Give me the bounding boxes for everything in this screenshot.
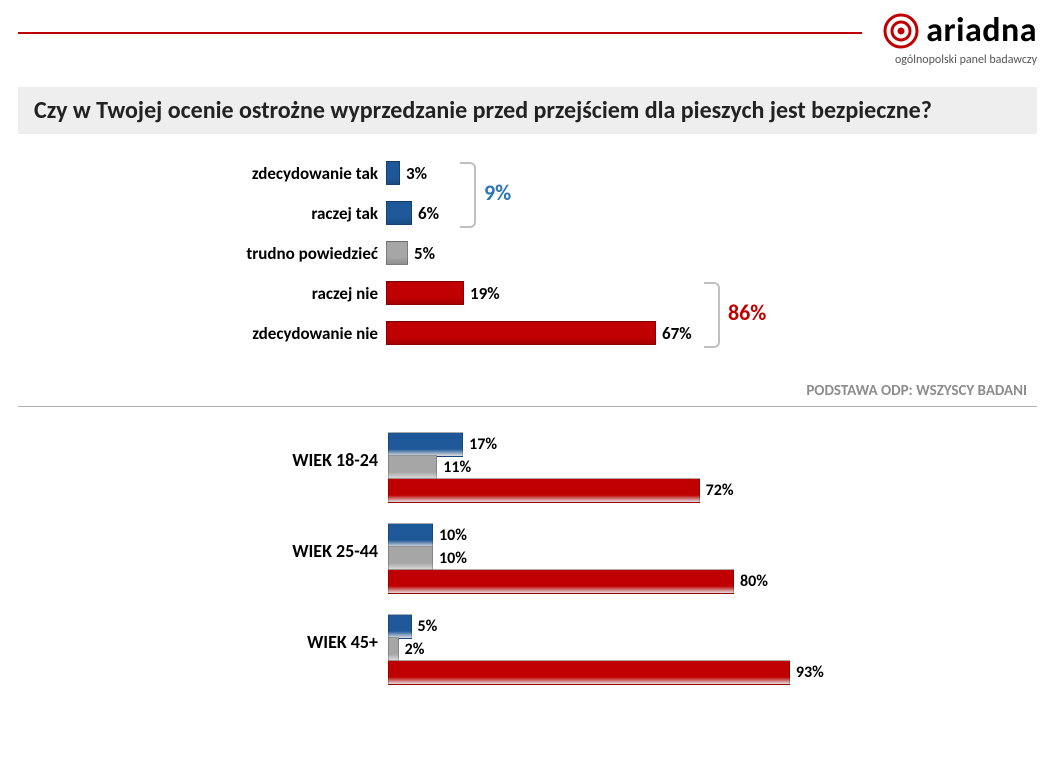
- age-bar-value: 17%: [469, 435, 497, 454]
- bracket-sum-label: 9%: [484, 179, 511, 206]
- bar-row: raczej nie 19%: [198, 276, 1037, 310]
- bar-category-label: zdecydowanie nie: [198, 323, 386, 344]
- main-chart: zdecydowanie tak 3% raczej tak 6% trudno pow…: [198, 156, 1037, 376]
- age-bar-value: 93%: [796, 663, 824, 682]
- age-bar-fill: [388, 478, 700, 503]
- age-bar-value: 10%: [439, 526, 467, 545]
- bar-value-label: 19%: [470, 283, 500, 304]
- bar-category-label: trudno powiedzieć: [198, 243, 386, 264]
- bar-row: zdecydowanie tak 3%: [198, 156, 1037, 190]
- bar-row: zdecydowanie nie 67%: [198, 316, 1037, 350]
- age-group-label: WIEK 45+: [198, 631, 388, 653]
- brand-logo: ariadna ogólnopolski panel badawczy: [882, 10, 1037, 67]
- age-bar-row: 10%: [388, 524, 1037, 547]
- bracket: [704, 282, 720, 348]
- target-icon: [882, 12, 920, 50]
- bar-fill: [386, 161, 400, 185]
- section-divider: [18, 406, 1037, 407]
- age-group-bars: 5% 2% 93%: [388, 615, 1037, 684]
- age-bar-value: 11%: [443, 458, 471, 477]
- age-bar-fill: [388, 455, 437, 480]
- age-bar-fill: [388, 660, 790, 685]
- age-bar-row: 10%: [388, 547, 1037, 570]
- bar-value-label: 6%: [418, 203, 439, 224]
- age-group: WIEK 25-44 10% 10% 80%: [198, 524, 1037, 593]
- age-group-bars: 17% 11% 72%: [388, 433, 1037, 502]
- age-bar-fill: [388, 523, 433, 548]
- bar-row: trudno powiedzieć 5%: [198, 236, 1037, 270]
- bar-fill: [386, 321, 656, 345]
- bar-fill: [386, 281, 464, 305]
- bracket-sum-label: 86%: [728, 299, 766, 326]
- age-bar-value: 72%: [706, 481, 734, 500]
- bar-category-label: raczej nie: [198, 283, 386, 304]
- age-bar-row: 2%: [388, 638, 1037, 661]
- age-bar-fill: [388, 614, 412, 639]
- age-bar-fill: [388, 569, 734, 594]
- base-footnote: PODSTAWA ODP: WSZYSCY BADANI: [18, 382, 1037, 400]
- age-group: WIEK 18-24 17% 11% 72%: [198, 433, 1037, 502]
- bracket: [460, 162, 476, 228]
- age-bar-row: 72%: [388, 479, 1037, 502]
- age-group: WIEK 45+ 5% 2% 93%: [198, 615, 1037, 684]
- age-bar-value: 5%: [418, 617, 438, 636]
- brand-name: ariadna: [926, 10, 1037, 51]
- age-group-bars: 10% 10% 80%: [388, 524, 1037, 593]
- age-bar-fill: [388, 546, 433, 571]
- bar-fill: [386, 201, 412, 225]
- age-bar-fill: [388, 637, 399, 662]
- bar-row: raczej tak 6%: [198, 196, 1037, 230]
- age-bar-value: 2%: [405, 640, 425, 659]
- bar-category-label: zdecydowanie tak: [198, 163, 386, 184]
- age-group-label: WIEK 18-24: [198, 449, 388, 471]
- age-breakdown-chart: WIEK 18-2417%11%72%WIEK 25-4410%10%80%WI…: [198, 433, 1037, 684]
- age-bar-row: 80%: [388, 570, 1037, 593]
- bar-value-label: 5%: [414, 243, 435, 264]
- bar-category-label: raczej tak: [198, 203, 386, 224]
- age-group-label: WIEK 25-44: [198, 540, 388, 562]
- age-bar-row: 5%: [388, 615, 1037, 638]
- brand-tagline: ogólnopolski panel badawczy: [882, 53, 1037, 67]
- age-bar-value: 80%: [740, 572, 768, 591]
- age-bar-row: 93%: [388, 661, 1037, 684]
- page-root: ariadna ogólnopolski panel badawczy Czy …: [0, 0, 1055, 736]
- age-bar-row: 11%: [388, 456, 1037, 479]
- age-bar-fill: [388, 432, 463, 457]
- bar-fill: [386, 241, 408, 265]
- bar-value-label: 3%: [406, 163, 427, 184]
- header: ariadna ogólnopolski panel badawczy: [18, 10, 1037, 67]
- bar-value-label: 67%: [662, 323, 692, 344]
- age-bar-value: 10%: [439, 549, 467, 568]
- age-bar-row: 17%: [388, 433, 1037, 456]
- header-accent-line: [18, 32, 862, 34]
- survey-question: Czy w Twojej ocenie ostrożne wyprzedzani…: [18, 87, 1037, 134]
